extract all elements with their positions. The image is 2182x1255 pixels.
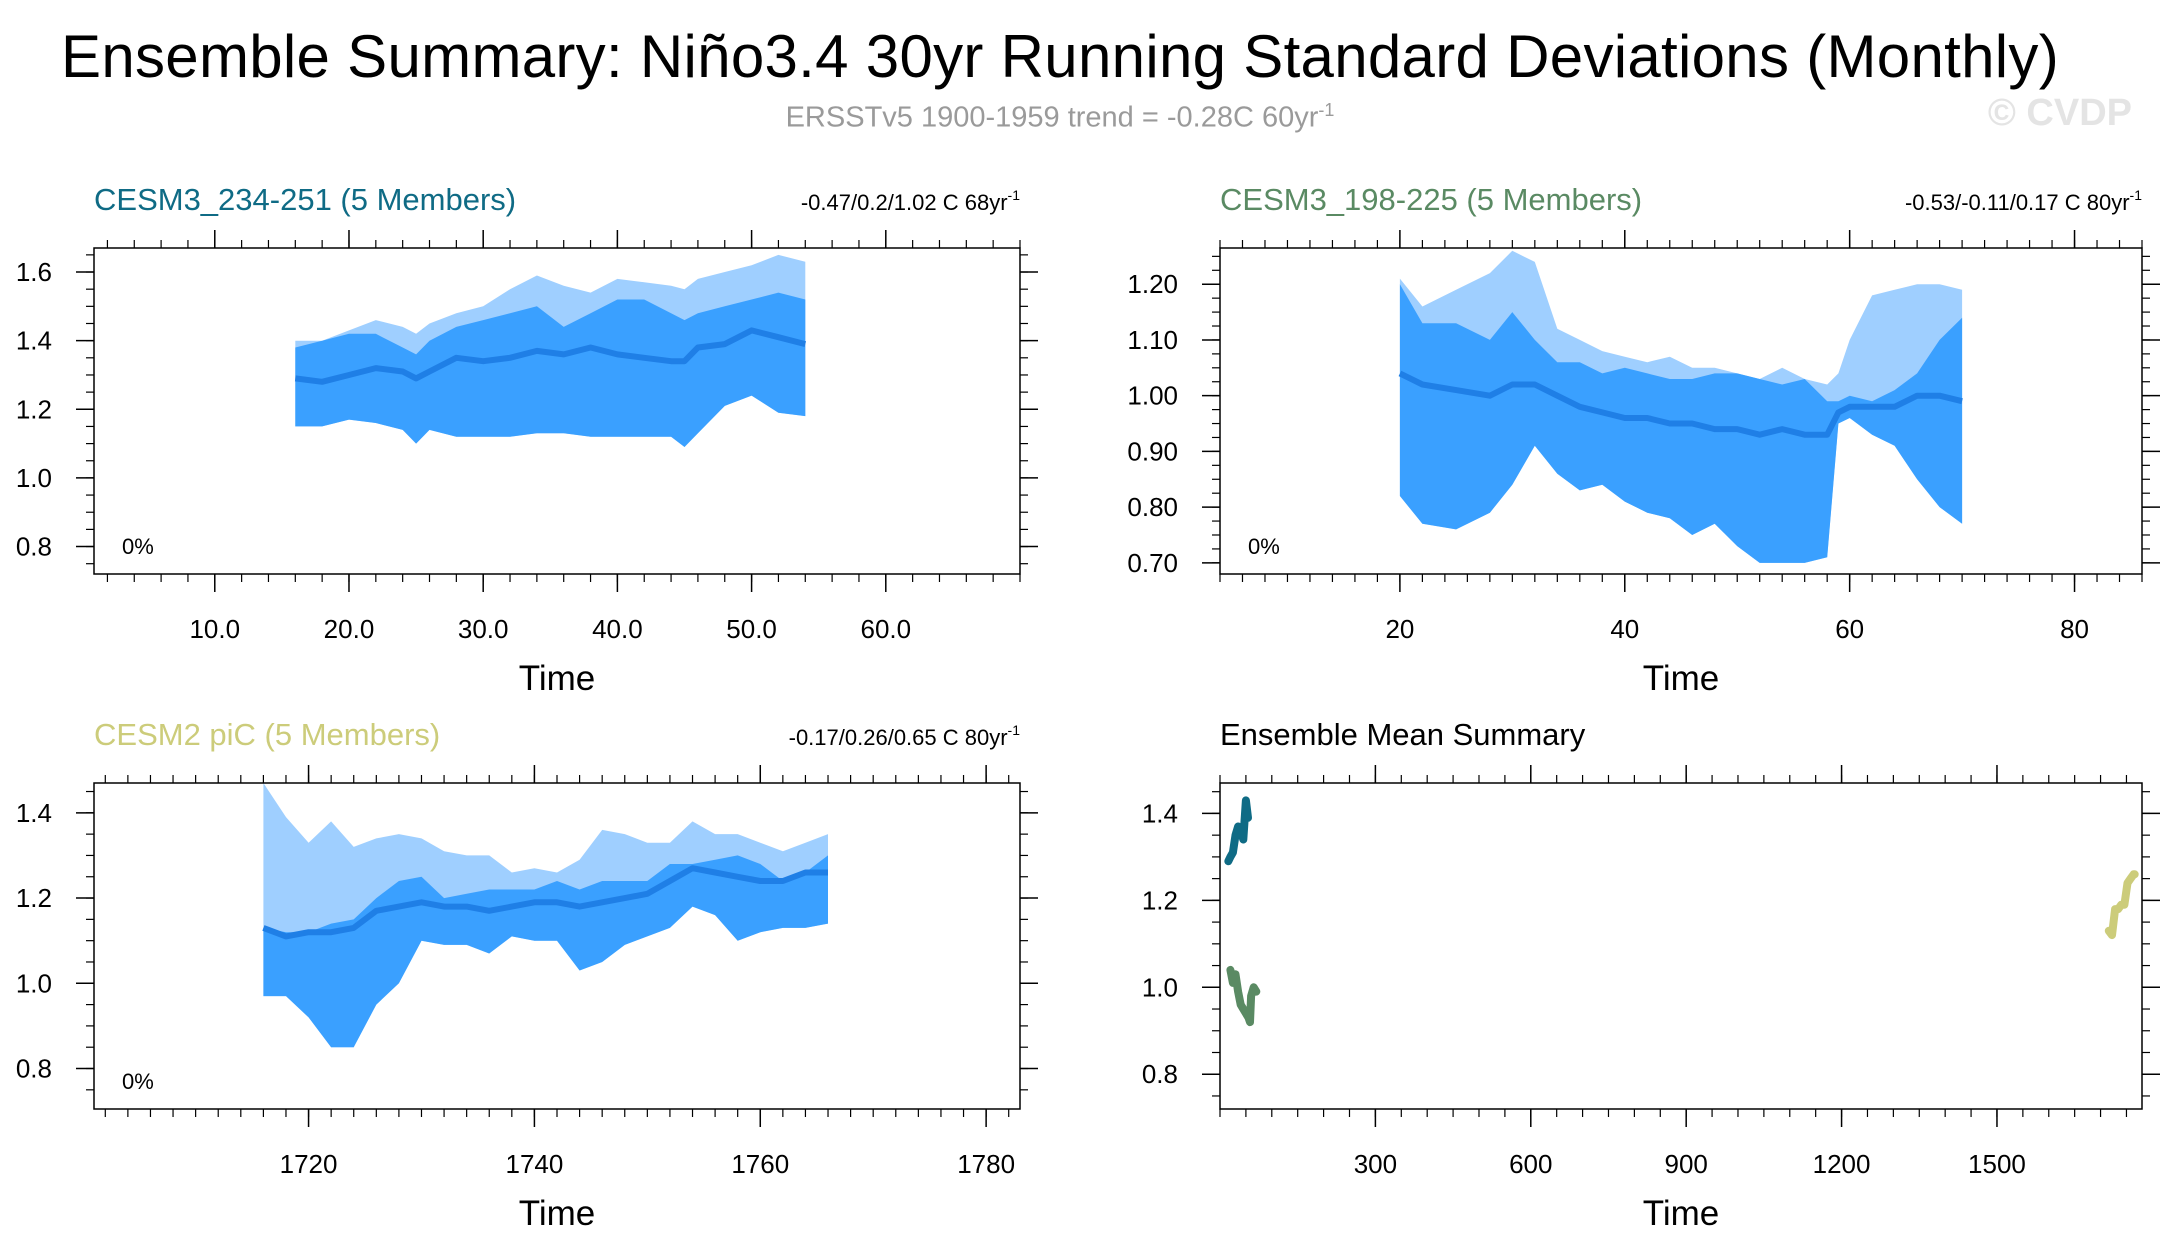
series-line-cesm3_198_225 — [1226, 965, 1261, 1027]
x-tick-label: 1200 — [1813, 1149, 1871, 1179]
ensemble-mean-line — [262, 865, 828, 940]
x-tick-label: 1720 — [280, 1149, 338, 1179]
trend-superscript: -1 — [1008, 187, 1021, 203]
y-tick-label: 1.2 — [16, 394, 52, 424]
ensemble-mean-line — [294, 327, 807, 385]
y-tick-label: 0.70 — [1127, 548, 1178, 578]
x-tick-label: 80 — [2060, 614, 2089, 644]
y-tick-label: 0.8 — [1142, 1059, 1178, 1089]
y-tick-label: 1.20 — [1127, 269, 1178, 299]
trend-value: -0.53/-0.11/0.17 C 80yr — [1905, 190, 2130, 215]
panel-title: CESM2 piC (5 Members) — [94, 717, 440, 752]
y-tick-label: 0.8 — [16, 532, 52, 562]
y-tick-label: 0.80 — [1127, 492, 1178, 522]
panel-title: CESM3_234-251 (5 Members) — [94, 182, 516, 217]
x-tick-label: 40 — [1610, 614, 1639, 644]
subtitle: ERSSTv5 1900-1959 trend = -0.28C 60yr-1 — [0, 100, 2120, 135]
trend-value: -0.47/0.2/1.02 C 68yr — [801, 190, 1008, 215]
x-axis-label: Time — [519, 1194, 595, 1233]
x-tick-label: 40.0 — [592, 614, 643, 644]
plot-frame — [93, 247, 1021, 575]
main-title: Ensemble Summary: Niño3.4 30yr Running S… — [61, 23, 2059, 90]
panel-top-left: 10.0 20.0 30.0 40.0 50.0 60.0 0.8 1.0 1.2 1.4 1.6 T… — [16, 182, 1038, 698]
x-tick-label: 10.0 — [189, 614, 240, 644]
trend-text: -0.47/0.2/1.02 C 68yr-1 — [801, 187, 1020, 215]
y-tick-label: 0.8 — [16, 1054, 52, 1084]
y-tick-label: 1.0 — [16, 463, 52, 493]
watermark: © CVDP — [1987, 92, 2132, 134]
trend-superscript: -1 — [2130, 187, 2143, 203]
y-tick-label: 1.4 — [1142, 798, 1178, 828]
y-tick-label: 1.6 — [16, 257, 52, 287]
trend-superscript: -1 — [1008, 722, 1021, 738]
series-line-cesm3_234_251 — [1224, 796, 1252, 866]
x-axis-label: Time — [1643, 659, 1719, 698]
plot-frame — [1219, 247, 2143, 575]
x-tick-label: 900 — [1664, 1149, 1707, 1179]
trend-value: -0.17/0.26/0.65 C 80yr — [789, 725, 1008, 750]
panel-title: Ensemble Mean Summary — [1220, 717, 1586, 752]
x-axis-label: Time — [519, 659, 595, 698]
subtitle-text: ERSSTv5 1900-1959 trend = -0.28C 60yr — [785, 101, 1319, 134]
x-tick-label: 60 — [1835, 614, 1864, 644]
panel-top-right: 20 40 60 80 0.70 0.80 0.90 1.00 1.10 1.20 Time CESM… — [1127, 182, 2160, 698]
y-tick-label: 1.00 — [1127, 381, 1178, 411]
x-tick-label: 1740 — [505, 1149, 563, 1179]
x-tick-label: 60.0 — [860, 614, 911, 644]
trend-text: -0.17/0.26/0.65 C 80yr-1 — [789, 722, 1021, 750]
panel-bottom-right: 300 600 900 1200 1500 0.8 1.0 1.2 1.4 Time Ensembl… — [1142, 717, 2160, 1233]
y-tick-label: 0.90 — [1127, 436, 1178, 466]
x-tick-label: 50.0 — [726, 614, 777, 644]
y-tick-label: 1.4 — [16, 326, 52, 356]
y-tick-label: 1.2 — [16, 883, 52, 913]
percent-label: 0% — [122, 534, 154, 559]
y-tick-label: 1.2 — [1142, 885, 1178, 915]
y-tick-label: 1.0 — [16, 968, 52, 998]
percent-label: 0% — [122, 1069, 154, 1094]
x-tick-label: 1760 — [731, 1149, 789, 1179]
plot-frame — [93, 782, 1021, 1110]
x-tick-label: 20.0 — [324, 614, 375, 644]
percent-label: 0% — [1248, 534, 1280, 559]
y-tick-label: 1.4 — [16, 798, 52, 828]
subtitle-sup: -1 — [1318, 100, 1335, 120]
y-tick-label: 1.0 — [1142, 972, 1178, 1002]
inner-band — [295, 292, 806, 447]
x-axis-label: Time — [1643, 1194, 1719, 1233]
trend-text: -0.53/-0.11/0.17 C 80yr-1 — [1905, 187, 2142, 215]
ensemble-mean-line — [1398, 370, 1963, 438]
series-line-cesm2_pic — [2104, 870, 2139, 940]
panel-bottom-left: 1720 1740 1760 1780 0.8 1.0 1.2 1.4 Time CESM2 pi… — [16, 717, 1038, 1233]
y-tick-label: 1.10 — [1127, 325, 1178, 355]
panel-title: CESM3_198-225 (5 Members) — [1220, 182, 1642, 217]
x-tick-label: 20 — [1385, 614, 1414, 644]
x-tick-label: 300 — [1354, 1149, 1397, 1179]
x-tick-label: 1500 — [1968, 1149, 2026, 1179]
plot-frame — [1219, 782, 2143, 1110]
x-tick-label: 30.0 — [458, 614, 509, 644]
x-tick-label: 1780 — [957, 1149, 1015, 1179]
x-tick-label: 600 — [1509, 1149, 1552, 1179]
